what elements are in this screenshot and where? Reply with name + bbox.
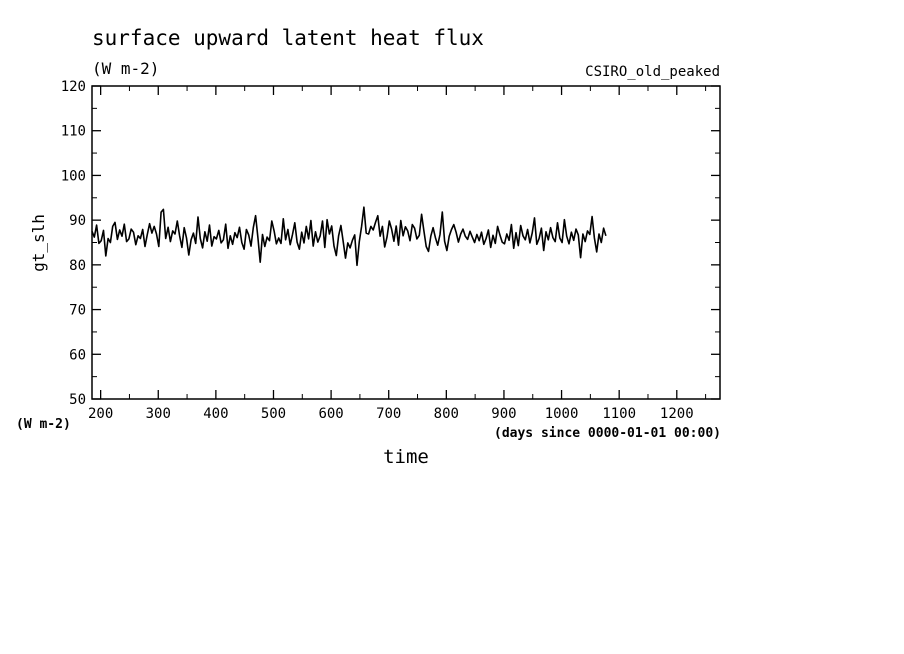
y-tick-label: 100 <box>61 168 86 184</box>
series-layer <box>91 206 607 267</box>
x-tick-label: 500 <box>261 406 286 422</box>
x-tick-label: 1000 <box>545 406 579 422</box>
y-tick-label: 90 <box>69 213 86 229</box>
x-axis-units: (days since 0000-01-01 00:00) <box>494 426 721 441</box>
x-tick-label: 400 <box>203 406 228 422</box>
y-axis: 50 60 70 80 90 100 110 120 <box>61 79 720 408</box>
x-tick-label: 1100 <box>602 406 636 422</box>
chart-units: (W m-2) <box>92 59 159 78</box>
x-axis: 200 300 400 500 600 700 800 900 1000 1100 1200 <box>88 86 707 422</box>
plot-frame <box>91 85 721 400</box>
plot-border <box>91 85 721 400</box>
x-tick-label: 800 <box>434 406 459 422</box>
x-tick-label: 300 <box>146 406 171 422</box>
y-tick-label: 110 <box>61 124 86 140</box>
y-tick-label: 80 <box>69 258 86 274</box>
chart-title: surface upward latent heat flux <box>92 26 484 50</box>
x-tick-label: 700 <box>376 406 401 422</box>
y-axis-label: gt_slh <box>29 214 48 272</box>
x-axis-label: time <box>383 446 429 468</box>
x-tick-label: 200 <box>88 406 113 422</box>
y-tick-label: 70 <box>69 303 86 319</box>
x-tick-label: 600 <box>318 406 343 422</box>
y-tick-label: 120 <box>61 79 86 95</box>
y-tick-label: 50 <box>69 392 86 408</box>
y-tick-label: 60 <box>69 347 86 363</box>
y-axis-units: (W m-2) <box>16 417 71 432</box>
dataset-label: CSIRO_old_peaked <box>585 64 720 80</box>
x-tick-label: 1200 <box>660 406 694 422</box>
x-tick-label: 900 <box>491 406 516 422</box>
series-line-1 <box>91 206 607 267</box>
